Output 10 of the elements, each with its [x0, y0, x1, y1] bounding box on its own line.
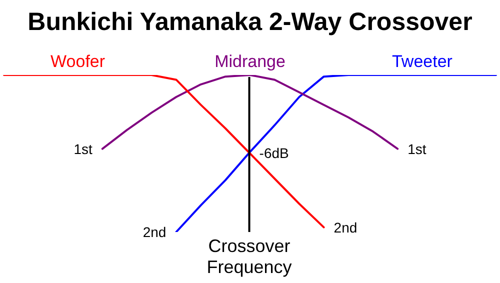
series-label: Midrange	[214, 52, 286, 71]
series-label: Woofer	[50, 52, 106, 71]
series-label: Tweeter	[392, 52, 453, 71]
chart-title: Bunkichi Yamanaka 2-Way Crossover	[28, 8, 473, 36]
text: Crossover Frequency	[206, 236, 292, 277]
annotation: 1st	[408, 140, 426, 157]
annotation: 1st	[74, 140, 92, 157]
annotation: 2nd	[142, 224, 166, 240]
annotation: 2nd	[334, 219, 358, 236]
annotation: -6dB	[259, 144, 289, 161]
